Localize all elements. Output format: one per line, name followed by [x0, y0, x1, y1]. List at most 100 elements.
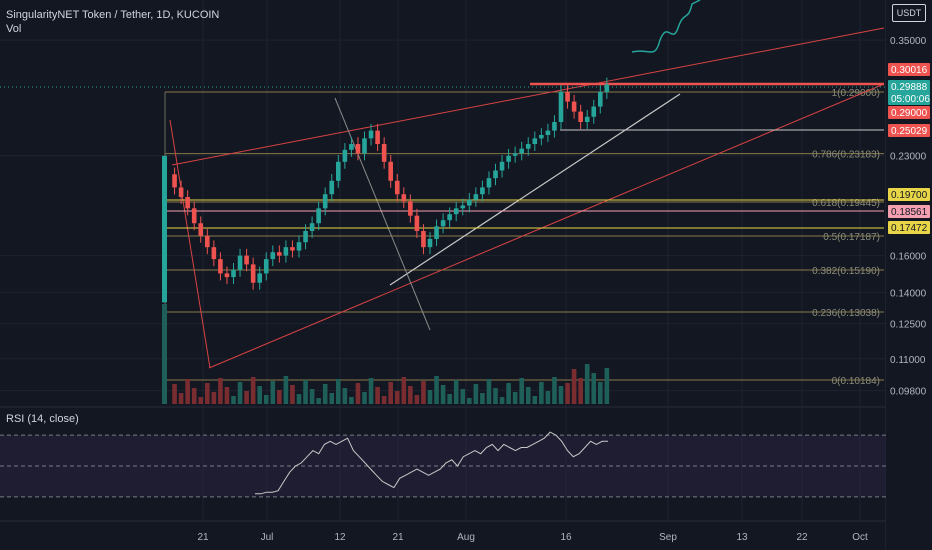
fib-level-label: 0.236(0.13038) — [812, 308, 880, 319]
candle — [467, 199, 472, 206]
candle — [532, 138, 538, 145]
candle — [545, 130, 551, 136]
candle — [250, 264, 256, 283]
candle — [565, 91, 570, 102]
volume-bar — [499, 397, 505, 404]
candle — [552, 122, 557, 131]
candle — [584, 116, 590, 123]
volume-bar — [467, 398, 472, 404]
price-badge-label: 0.29000 — [891, 108, 928, 119]
volume-bar — [355, 383, 361, 404]
candle — [211, 247, 217, 260]
time-tick-label: Oct — [852, 532, 868, 543]
price-badge-label: 05:00:06 — [891, 94, 930, 105]
candle — [244, 255, 249, 265]
time-tick-label: 22 — [796, 532, 808, 543]
currency-badge[interactable]: USDT — [892, 4, 926, 22]
candle — [447, 214, 452, 221]
volume-bar — [283, 376, 289, 404]
projection-path — [631, 0, 701, 53]
volume-bar — [545, 391, 551, 404]
volume-bar — [584, 364, 590, 404]
price-tick-label: 0.14000 — [890, 288, 927, 299]
volume-bar — [558, 386, 564, 404]
volume-bar — [270, 381, 276, 404]
price-badge — [888, 205, 930, 218]
candle — [336, 161, 341, 181]
candle — [401, 194, 407, 202]
trend-line — [208, 83, 885, 369]
volume-bar — [362, 392, 367, 404]
volume-bar — [525, 387, 531, 404]
trend-line — [334, 97, 431, 331]
price-tick-label: 0.35000 — [890, 36, 927, 47]
time-axis[interactable]: 21 Jul 12 21 Aug 16 Sep 13 22 Oct — [197, 532, 868, 543]
candle — [198, 223, 204, 236]
fibonacci-retracement[interactable]: 1(0.29000) 0.786(0.23183) 0.618(0.19445) 0.… — [164, 88, 884, 387]
fib-level-label: 0.382(0.15190) — [812, 266, 880, 277]
volume-bar — [316, 398, 321, 404]
candle — [191, 208, 197, 224]
volume-bar — [342, 388, 348, 404]
volume-bar — [290, 385, 295, 404]
candle — [408, 201, 413, 216]
rsi-title: RSI (14, close) — [6, 413, 79, 425]
candle — [539, 135, 544, 139]
candle — [427, 238, 433, 248]
candle — [309, 223, 315, 231]
volume-bar — [460, 389, 466, 404]
rsi-panel[interactable]: 80.0060.0040.0020.00 — [0, 416, 915, 520]
candle — [349, 144, 354, 150]
candle — [218, 259, 223, 274]
volume-bar — [198, 397, 204, 404]
volume-bar — [421, 381, 426, 404]
candle — [237, 255, 243, 270]
candle — [270, 252, 276, 260]
volume-bar — [296, 394, 302, 404]
volume-bar — [381, 396, 387, 404]
candle — [283, 247, 289, 256]
volume-bar — [578, 378, 583, 404]
candle — [525, 144, 531, 149]
candle — [604, 84, 610, 92]
candle — [381, 144, 387, 162]
volume-bar — [172, 384, 177, 404]
volume-bar — [532, 396, 538, 404]
fib-level-label: 1(0.29000) — [832, 88, 880, 99]
volume-bar — [322, 384, 328, 404]
price-badge — [888, 188, 930, 201]
volume-label: Vol — [6, 23, 22, 35]
candlestick-series[interactable] — [162, 77, 610, 303]
volume-bar — [440, 385, 446, 404]
candle — [162, 155, 167, 303]
volume-bar — [394, 391, 400, 404]
volume-bar — [539, 382, 544, 404]
trend-line — [389, 93, 681, 286]
candle — [434, 226, 439, 239]
candle — [421, 230, 426, 248]
time-tick-label: Aug — [457, 532, 475, 543]
volume-bar — [211, 392, 217, 404]
price-axis[interactable]: 0.35000 0.23000 0.16000 0.14000 0.12500 0.110… — [886, 0, 932, 550]
time-tick-label: Jul — [261, 532, 274, 543]
volume-bar — [375, 387, 380, 404]
candle — [368, 130, 374, 139]
volume-bar — [506, 383, 511, 404]
candle — [290, 247, 295, 251]
volume-bar — [493, 388, 498, 404]
fib-level-label: 0.786(0.23183) — [812, 150, 880, 161]
candle — [499, 161, 505, 171]
price-tick-label: 0.12500 — [890, 320, 927, 331]
price-tick-label: 0.16000 — [890, 252, 927, 263]
volume-bar — [368, 378, 374, 404]
fib-level-label: 0.618(0.19445) — [812, 198, 880, 209]
trend-lines[interactable] — [0, 0, 886, 369]
candle — [322, 194, 328, 209]
volume-bar — [336, 379, 341, 404]
candle — [257, 273, 262, 283]
price-badge-label: 0.29888 — [891, 82, 928, 93]
candle — [414, 215, 420, 231]
volume-bar — [349, 397, 354, 404]
candle — [440, 220, 446, 227]
